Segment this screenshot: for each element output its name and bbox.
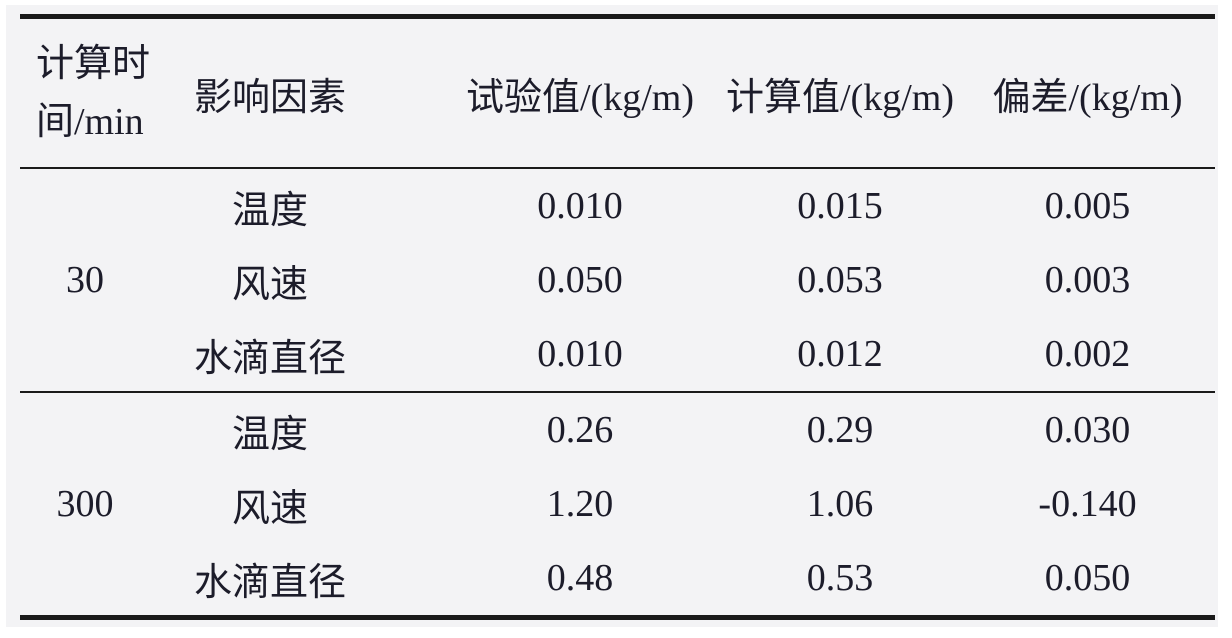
calculated-cell: 0.012 — [797, 333, 883, 375]
time-cell: 30 — [66, 259, 104, 301]
factor-cell: 温度 — [231, 413, 308, 456]
col-header-factor: 影响因素 — [193, 76, 346, 119]
table-row: 水滴直径 0.48 0.53 0.050 — [20, 541, 1215, 618]
calculated-cell: 0.53 — [806, 557, 874, 599]
calculated-cell: 0.053 — [797, 259, 883, 301]
deviation-cell: 0.005 — [1044, 185, 1131, 227]
experimental-cell: 0.010 — [537, 333, 623, 375]
calculated-cell: 1.06 — [806, 483, 874, 525]
deviation-cell: 0.002 — [1044, 333, 1131, 375]
group-300min: 300 温度 0.26 0.29 0.030 风速 1.20 1.06 -0.1… — [20, 392, 1215, 618]
results-table: 计算时间/min 影响因素 试验值/(kg/m) 计算值/(kg/m) 偏差/(… — [20, 14, 1215, 620]
deviation-cell: 0.030 — [1044, 409, 1131, 451]
table-row: 风速 0.050 0.053 0.003 — [20, 243, 1215, 317]
calculated-cell: 0.29 — [806, 409, 874, 451]
deviation-cell: 0.050 — [1044, 557, 1131, 599]
col-header-experimental: 试验值/(kg/m) — [466, 76, 694, 119]
table-row: 风速 1.20 1.06 -0.140 — [20, 467, 1215, 541]
calculated-cell: 0.015 — [797, 185, 883, 227]
header-row: 计算时间/min 影响因素 试验值/(kg/m) 计算值/(kg/m) 偏差/(… — [20, 17, 1215, 168]
factor-cell: 水滴直径 — [193, 561, 346, 604]
factor-cell: 风速 — [231, 263, 308, 306]
group-30min: 30 温度 0.010 0.015 0.005 风速 0.050 0.053 0… — [20, 168, 1215, 392]
col-header-deviation: 偏差/(kg/m) — [992, 76, 1183, 119]
table-header: 计算时间/min 影响因素 试验值/(kg/m) 计算值/(kg/m) 偏差/(… — [20, 17, 1215, 168]
experimental-cell: 0.48 — [546, 557, 614, 599]
factor-cell: 风速 — [231, 487, 308, 530]
col-header-calculated: 计算值/(kg/m) — [726, 76, 954, 119]
time-cell: 300 — [56, 483, 114, 525]
factor-cell: 温度 — [231, 189, 308, 232]
table-row: 30 温度 0.010 0.015 0.005 — [20, 168, 1215, 301]
deviation-cell: -0.140 — [1038, 483, 1137, 525]
table-row: 300 温度 0.26 0.29 0.030 — [20, 392, 1215, 525]
experimental-cell: 0.010 — [537, 185, 623, 227]
experimental-cell: 0.050 — [537, 259, 623, 301]
factor-cell: 水滴直径 — [193, 337, 346, 380]
table-row: 水滴直径 0.010 0.012 0.002 — [20, 317, 1215, 392]
page-background: 计算时间/min 影响因素 试验值/(kg/m) 计算值/(kg/m) 偏差/(… — [6, 5, 1218, 627]
experimental-cell: 0.26 — [546, 409, 614, 451]
experimental-cell: 1.20 — [546, 483, 614, 525]
col-header-time: 计算时间/min — [36, 43, 151, 143]
deviation-cell: 0.003 — [1044, 259, 1131, 301]
